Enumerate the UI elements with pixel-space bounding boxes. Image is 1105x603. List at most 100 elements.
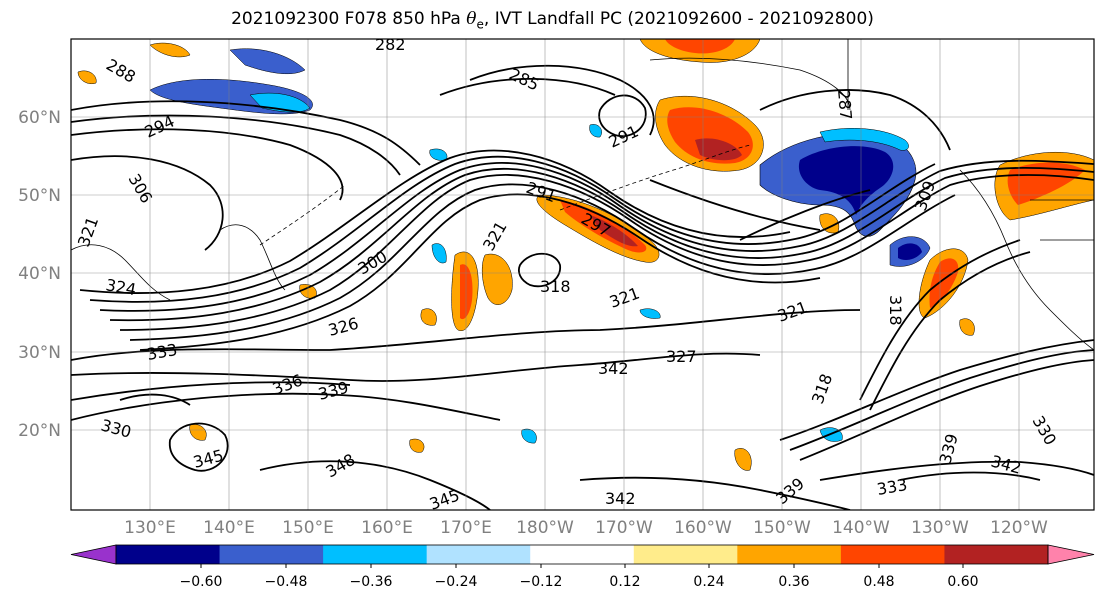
contour-line [109, 166, 1094, 322]
lon-label-170w: 170°W [595, 518, 653, 538]
colorbar-tick-label: −0.36 [350, 574, 393, 590]
contour-label: 342 [605, 489, 636, 508]
contour-label: 282 [375, 35, 406, 54]
map-title: 2021092300 F078 850 hPa θe, IVT Landfall… [0, 9, 1105, 31]
gridlines [71, 39, 1094, 510]
title-prefix: 2021092300 F078 850 hPa [231, 9, 467, 29]
title-theta-symbol: θ [466, 9, 477, 29]
colorbar-segment [219, 545, 324, 564]
colorbar-tick-label: −0.60 [180, 574, 223, 590]
colorbar-tick-label: −0.24 [435, 574, 478, 590]
shade-orange-nw-1 [77, 70, 97, 84]
colorbar-segment [737, 545, 842, 564]
lon-label-180w: 180°W [516, 518, 574, 538]
colorbar-segment [323, 545, 428, 564]
colorbar-segment [116, 545, 221, 564]
contour-line [71, 352, 761, 382]
shade-cyan-1 [589, 124, 602, 138]
contour-line [779, 339, 1094, 441]
shade-orange-5 [409, 438, 425, 453]
colorbar-extend-high [1047, 544, 1095, 565]
contour-line [119, 393, 191, 406]
colorbar-segment [530, 545, 635, 564]
lat-label-20n: 20°N [18, 421, 61, 441]
colorbar-segments [70, 544, 1095, 565]
map-panel: 282 288 285 294 291 306 321 300 291 297 … [70, 35, 1095, 511]
contour-line [859, 239, 1021, 401]
contour-line [517, 252, 561, 288]
shade-orange-10 [420, 308, 437, 326]
lon-label-120w: 120°W [990, 518, 1048, 538]
shade-orange-mid-2 [481, 253, 513, 305]
aleutians [559, 144, 751, 211]
title-suffix: , IVT Landfall PC (2021092600 - 20210928… [483, 9, 874, 29]
contour-label: 287 [834, 89, 856, 121]
lon-label-150e: 150°E [282, 518, 334, 538]
kurils [259, 184, 346, 246]
colorbar-segment [426, 545, 531, 564]
coastline-alaska [649, 39, 851, 111]
shade-navy-gulf-alaska [798, 146, 894, 215]
contour-label: 318 [540, 277, 571, 296]
contour-line [439, 77, 616, 96]
shade-navy-east [898, 243, 922, 260]
colorbar-extend-low [70, 544, 117, 565]
contour-line [71, 381, 351, 401]
lon-label-130w: 130°W [911, 518, 969, 538]
colorbar-tick-label: 0.36 [778, 574, 809, 590]
contour-line [469, 64, 655, 136]
contour-line [259, 460, 491, 510]
colorbar-segment [944, 545, 1049, 564]
lat-label-50n: 50°N [18, 186, 61, 206]
lon-label-140w: 140°W [832, 518, 890, 538]
map-frame [70, 38, 1095, 511]
contour-line [739, 189, 871, 241]
colorbar-tick-label: 0.60 [947, 574, 978, 590]
shade-cyan-4 [639, 308, 661, 319]
shade-cyan-3 [521, 428, 537, 444]
contour-line [119, 174, 1094, 331]
lat-label-30n: 30°N [18, 343, 61, 363]
lon-label-150w: 150°W [753, 518, 811, 538]
coastline-asia [71, 224, 286, 301]
contour-line [71, 309, 861, 361]
colorbar-tick-label: 0.24 [693, 574, 724, 590]
shade-red-pnw [1007, 162, 1085, 205]
contour-line [899, 471, 1041, 481]
colorbar-ticks [200, 564, 964, 568]
colorbar-tick-label: −0.48 [265, 574, 308, 590]
title-subscript: e [476, 17, 484, 32]
shade-red-east [929, 258, 959, 308]
contour-line [71, 114, 401, 176]
lon-label-160w: 160°W [674, 518, 732, 538]
colorbar-tick-label: 0.12 [609, 574, 640, 590]
contour-label: 327 [666, 347, 697, 366]
shade-orange-6 [189, 424, 207, 441]
contour-line [139, 193, 821, 351]
shade-darkred-jet [590, 215, 638, 247]
shade-orange-7 [959, 318, 975, 336]
shade-red-top [665, 39, 735, 54]
contour-line [79, 149, 791, 294]
contour-line [129, 183, 956, 341]
contour-line [598, 94, 647, 137]
contour-line [789, 349, 1094, 451]
colorbar-segment [633, 545, 738, 564]
colorbar-tick-label: −0.12 [520, 574, 563, 590]
lon-label-130e: 130°E [124, 518, 176, 538]
contour-line [89, 155, 936, 303]
contour-line [168, 422, 229, 472]
colorbar: −0.60 −0.48 −0.36 −0.24 −0.12 0.12 0.24 … [70, 544, 1095, 590]
colorbar-tick-label: 0.48 [863, 574, 894, 590]
shade-orange-4 [734, 448, 752, 471]
contour-line [759, 89, 951, 151]
contour-line [579, 476, 851, 510]
lat-label-40n: 40°N [18, 264, 61, 284]
contour-label: 342 [598, 359, 629, 378]
shade-cyan-mid [431, 243, 447, 264]
contour-line [71, 128, 344, 201]
contour-line [649, 179, 821, 231]
contour-line [71, 392, 501, 421]
colorbar-frame [115, 544, 1049, 565]
